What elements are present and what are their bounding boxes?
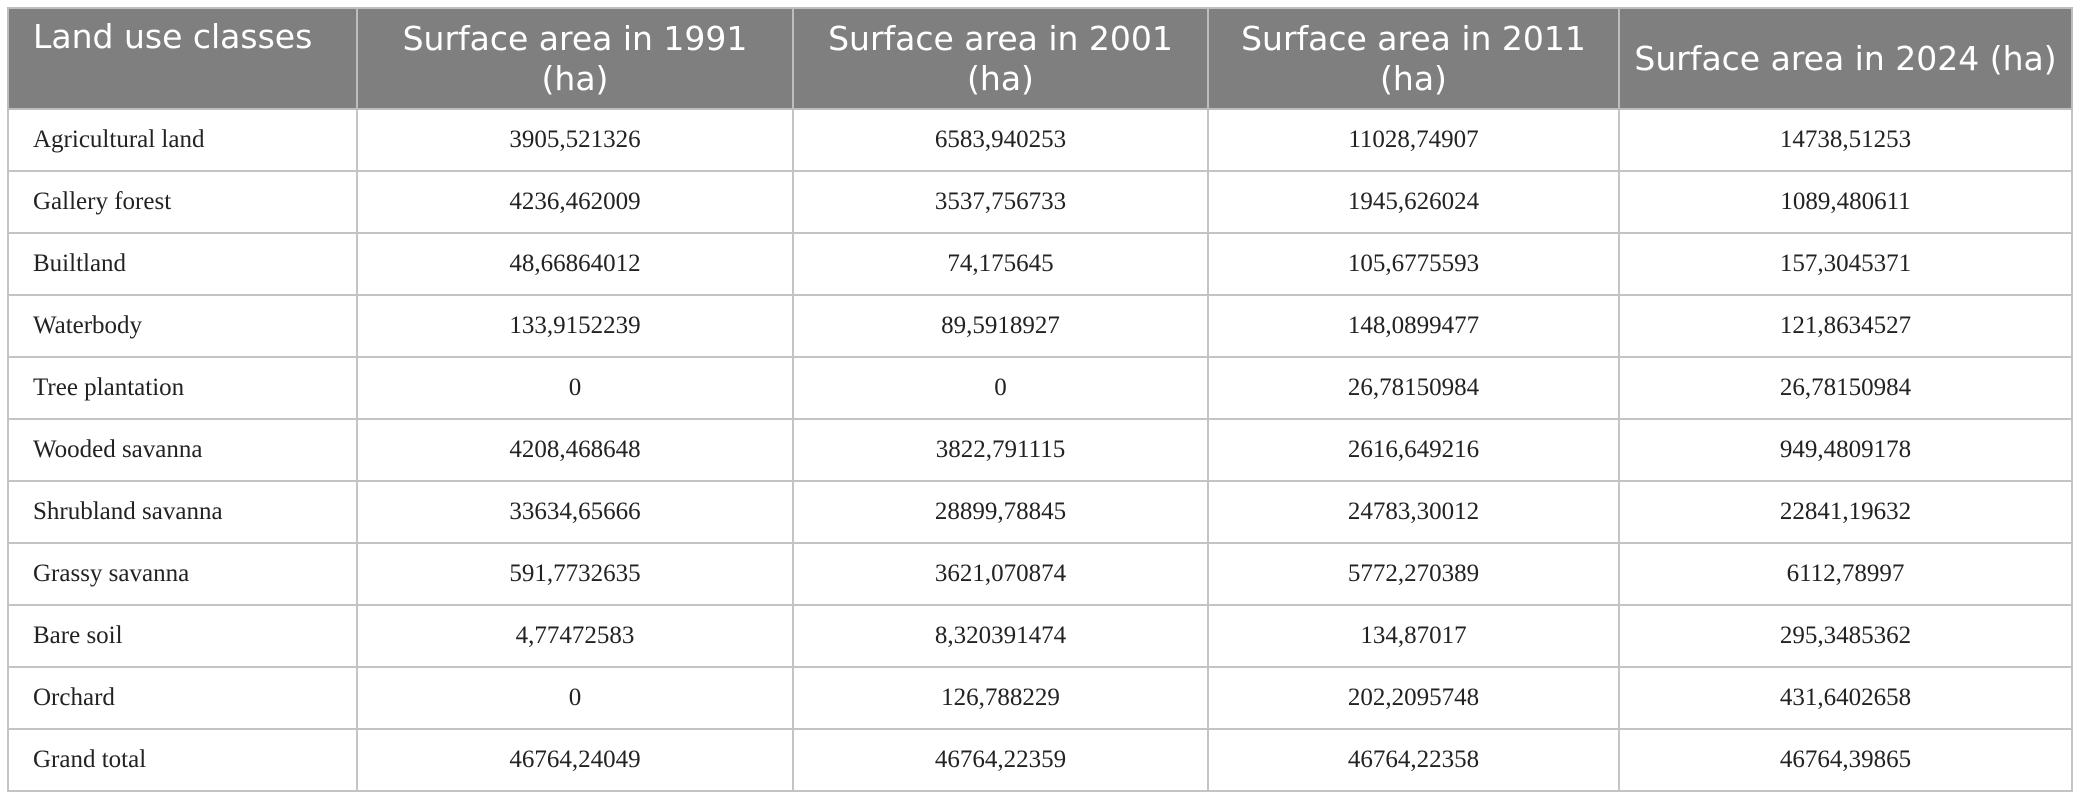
value-cell: 295,3485362: [1618, 604, 2073, 668]
value-cell: 6583,940253: [792, 108, 1209, 172]
value-cell: 5772,270389: [1207, 542, 1620, 606]
header-cell: Land use classes: [7, 7, 358, 110]
value-cell: 3905,521326: [356, 108, 794, 172]
value-cell: 3822,791115: [792, 418, 1209, 482]
table-body: Agricultural land 3905,521326 6583,940253 1…: [7, 108, 2073, 792]
value-cell: 24783,30012: [1207, 480, 1620, 544]
value-cell: 46764,22358: [1207, 728, 1620, 792]
table-row: Tree plantation 0 0 26,78150984 26,78150984: [7, 356, 2073, 420]
table-row: Agricultural land 3905,521326 6583,940253 1…: [7, 108, 2073, 172]
table-row: Wooded savanna 4208,468648 3822,791115 2616…: [7, 418, 2073, 482]
value-cell: 121,8634527: [1618, 294, 2073, 358]
value-cell: 202,2095748: [1207, 666, 1620, 730]
table-row: Grand total 46764,24049 46764,22359 46764,2…: [7, 728, 2073, 792]
row-label: Tree plantation: [7, 356, 358, 420]
value-cell: 0: [356, 666, 794, 730]
value-cell: 0: [356, 356, 794, 420]
value-cell: 3537,756733: [792, 170, 1209, 234]
header-cell: Surface area in 2001 (ha): [792, 7, 1209, 110]
value-cell: 26,78150984: [1207, 356, 1620, 420]
value-cell: 4,77472583: [356, 604, 794, 668]
value-cell: 8,320391474: [792, 604, 1209, 668]
value-cell: 126,788229: [792, 666, 1209, 730]
value-cell: 46764,39865: [1618, 728, 2073, 792]
table-row: Orchard 0 126,788229 202,2095748 431,6402658: [7, 666, 2073, 730]
value-cell: 134,87017: [1207, 604, 1620, 668]
header-cell: Surface area in 1991 (ha): [356, 7, 794, 110]
table-row: Gallery forest 4236,462009 3537,756733 1945…: [7, 170, 2073, 234]
value-cell: 6112,78997: [1618, 542, 2073, 606]
value-cell: 33634,65666: [356, 480, 794, 544]
value-cell: 148,0899477: [1207, 294, 1620, 358]
value-cell: 431,6402658: [1618, 666, 2073, 730]
value-cell: 1945,626024: [1207, 170, 1620, 234]
value-cell: 46764,24049: [356, 728, 794, 792]
table-row: Builtland 48,66864012 74,175645 105,6775593…: [7, 232, 2073, 296]
row-label: Orchard: [7, 666, 358, 730]
row-label: Grassy savanna: [7, 542, 358, 606]
value-cell: 11028,74907: [1207, 108, 1620, 172]
row-label: Agricultural land: [7, 108, 358, 172]
value-cell: 46764,22359: [792, 728, 1209, 792]
row-label: Grand total: [7, 728, 358, 792]
value-cell: 28899,78845: [792, 480, 1209, 544]
row-label: Builtland: [7, 232, 358, 296]
value-cell: 157,3045371: [1618, 232, 2073, 296]
header-cell: Surface area in 2011 (ha): [1207, 7, 1620, 110]
value-cell: 3621,070874: [792, 542, 1209, 606]
table-row: Shrubland savanna 33634,65666 28899,78845 2…: [7, 480, 2073, 544]
value-cell: 14738,51253: [1618, 108, 2073, 172]
row-label: Shrubland savanna: [7, 480, 358, 544]
header-row: Land use classes Surface area in 1991 (ha…: [7, 7, 2073, 110]
table-row: Bare soil 4,77472583 8,320391474 134,87017 2…: [7, 604, 2073, 668]
row-label: Waterbody: [7, 294, 358, 358]
row-label: Wooded savanna: [7, 418, 358, 482]
value-cell: 105,6775593: [1207, 232, 1620, 296]
value-cell: 4208,468648: [356, 418, 794, 482]
row-label: Bare soil: [7, 604, 358, 668]
value-cell: 2616,649216: [1207, 418, 1620, 482]
value-cell: 22841,19632: [1618, 480, 2073, 544]
value-cell: 591,7732635: [356, 542, 794, 606]
table-row: Grassy savanna 591,7732635 3621,070874 5772…: [7, 542, 2073, 606]
value-cell: 949,4809178: [1618, 418, 2073, 482]
value-cell: 26,78150984: [1618, 356, 2073, 420]
value-cell: 4236,462009: [356, 170, 794, 234]
table-container: Land use classes Surface area in 1991 (ha…: [7, 7, 2073, 792]
row-label: Gallery forest: [7, 170, 358, 234]
value-cell: 74,175645: [792, 232, 1209, 296]
value-cell: 0: [792, 356, 1209, 420]
table-row: Waterbody 133,9152239 89,5918927 148,089947…: [7, 294, 2073, 358]
value-cell: 1089,480611: [1618, 170, 2073, 234]
header-cell: Surface area in 2024 (ha): [1618, 7, 2073, 110]
value-cell: 48,66864012: [356, 232, 794, 296]
value-cell: 133,9152239: [356, 294, 794, 358]
data-table: Land use classes Surface area in 1991 (ha…: [7, 7, 2073, 792]
value-cell: 89,5918927: [792, 294, 1209, 358]
